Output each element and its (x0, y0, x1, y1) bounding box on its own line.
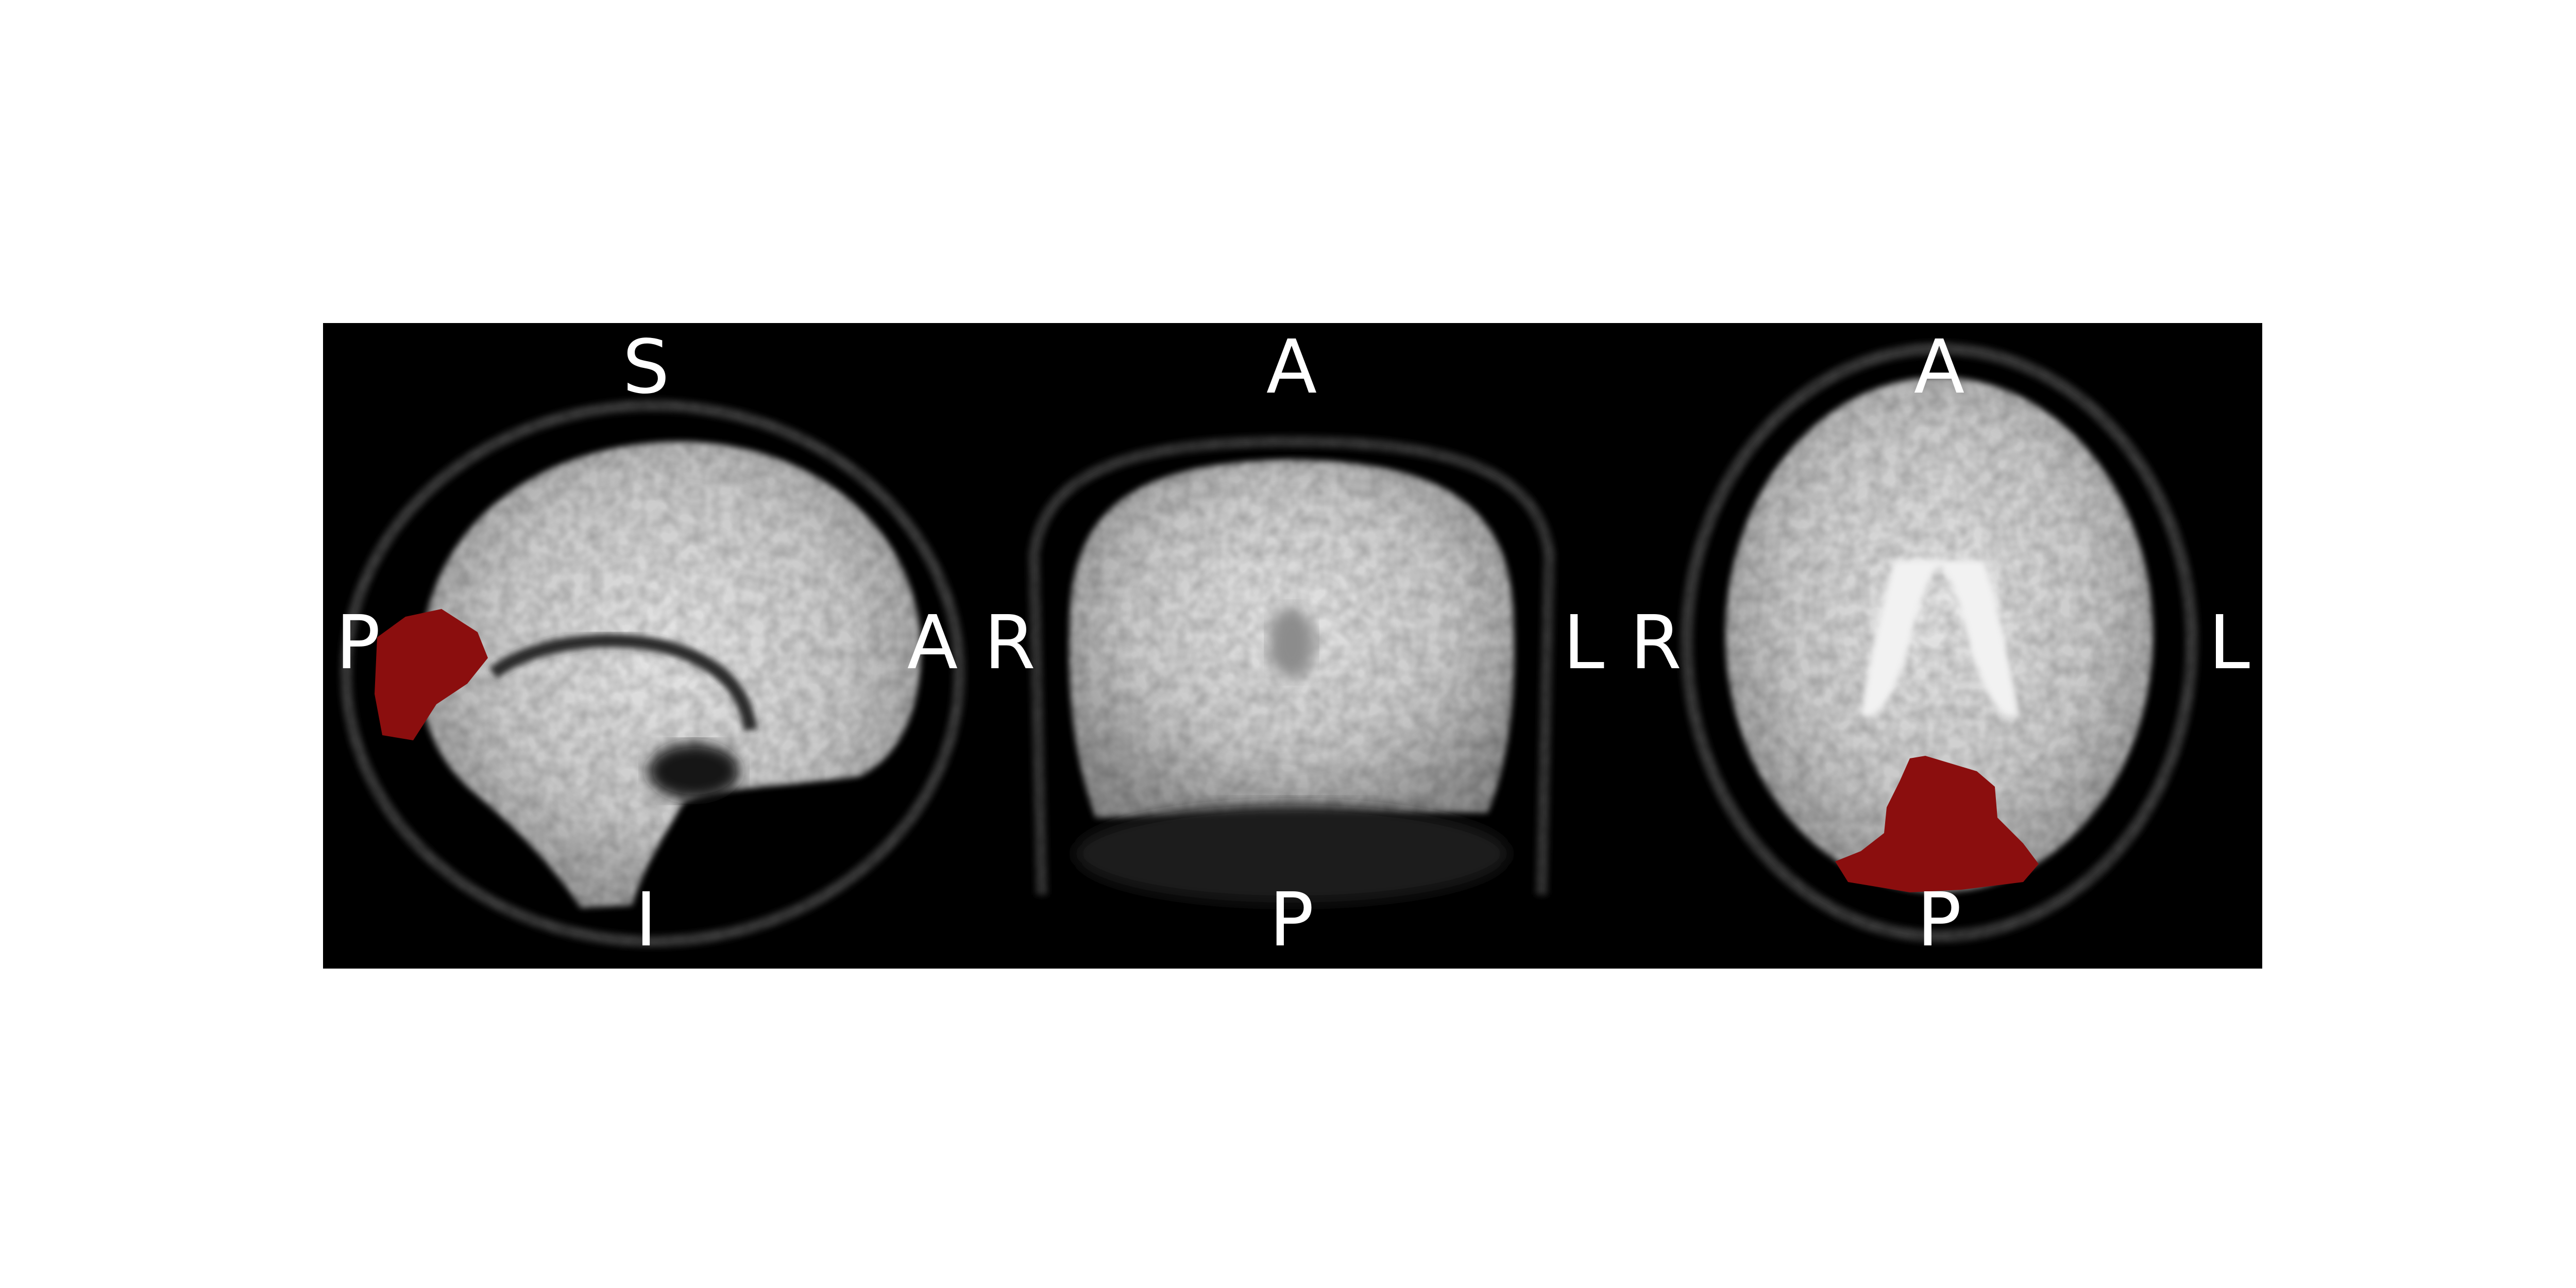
axial-label-left: R (1630, 599, 1682, 686)
axial-ventricles (1861, 560, 2018, 717)
coronal-label-right: L (1563, 599, 1605, 686)
coronal-panel (972, 323, 1616, 969)
mri-slice-figure: S I P A A P R L A P R L (323, 323, 2262, 969)
coronal-label-bottom: P (1269, 876, 1314, 963)
coronal-label-left: R (984, 599, 1036, 686)
axial-panel (1619, 323, 2262, 969)
sagittal-label-left: P (335, 599, 381, 686)
sagittal-ventricle-curve (489, 634, 757, 732)
sagittal-label-top: S (622, 324, 670, 410)
sagittal-brainstem-dark (648, 743, 740, 800)
mri-slices-canvas (323, 323, 2262, 969)
sagittal-label-right: A (907, 599, 958, 686)
axial-label-top: A (1913, 324, 1965, 410)
sagittal-label-bottom: I (635, 876, 657, 963)
sagittal-overlay-region (375, 609, 488, 740)
coronal-label-top: A (1266, 324, 1317, 410)
coronal-lower-shadow (1075, 805, 1508, 903)
sagittal-panel (323, 323, 967, 969)
axial-overlay-region (1835, 756, 2039, 892)
axial-label-right: L (2208, 599, 2250, 686)
axial-label-bottom: P (1917, 876, 1962, 963)
coronal-central-dark (1268, 606, 1315, 679)
